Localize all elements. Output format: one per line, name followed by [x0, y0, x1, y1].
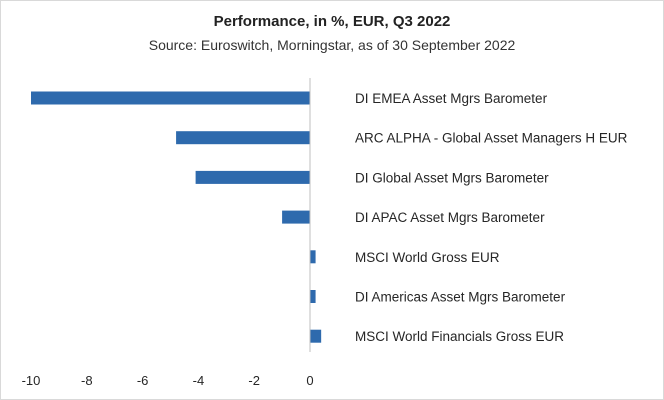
bar [176, 131, 310, 145]
x-tick-label: -6 [137, 373, 149, 388]
category-label: DI Americas Asset Mgrs Barometer [355, 290, 566, 305]
bar [282, 210, 310, 224]
x-tick-label: -4 [193, 373, 205, 388]
chart-title: Performance, in %, EUR, Q3 2022 [213, 13, 451, 30]
category-label: DI Global Asset Mgrs Barometer [355, 170, 549, 185]
x-tick-label: 0 [306, 373, 313, 388]
category-label: DI EMEA Asset Mgrs Barometer [355, 91, 548, 106]
x-tick-label: -8 [81, 373, 93, 388]
category-labels: DI EMEA Asset Mgrs Barometer ARC ALPHA - … [355, 91, 628, 344]
x-tick-label: -2 [248, 373, 260, 388]
category-label: MSCI World Gross EUR [355, 250, 500, 265]
category-label: MSCI World Financials Gross EUR [355, 329, 564, 344]
chart-subtitle: Source: Euroswitch, Morningstar, as of 3… [148, 37, 516, 53]
category-label: DI APAC Asset Mgrs Barometer [355, 210, 545, 225]
x-tick-label: -10 [22, 373, 41, 388]
bar [310, 290, 316, 303]
bar [195, 170, 310, 184]
bars-group [31, 91, 322, 343]
bar [310, 329, 322, 343]
bar [31, 91, 310, 105]
category-label: ARC ALPHA - Global Asset Managers H EUR [355, 131, 628, 146]
bar [310, 250, 316, 264]
x-axis: -10 -8 -6 -4 -2 0 [22, 78, 314, 388]
